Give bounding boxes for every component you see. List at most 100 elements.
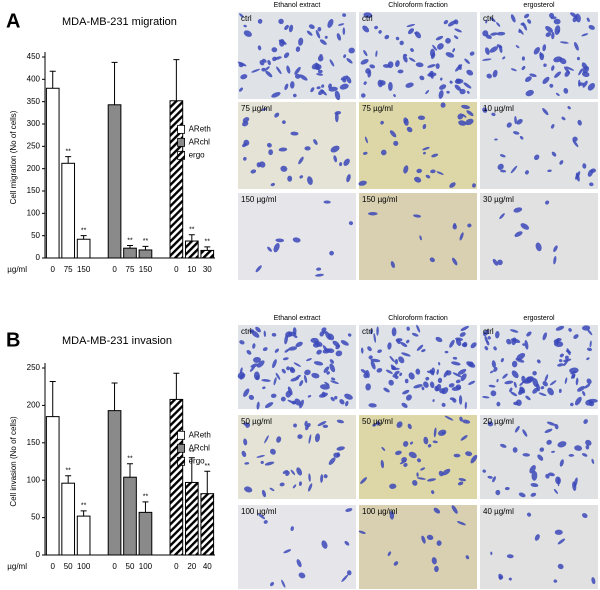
cell bbox=[275, 238, 285, 243]
cell bbox=[452, 372, 462, 378]
y-tick-label: 350 bbox=[27, 97, 41, 106]
cell bbox=[581, 71, 590, 78]
cell bbox=[331, 377, 336, 381]
cell bbox=[263, 520, 268, 524]
cell bbox=[365, 383, 371, 391]
cell bbox=[346, 76, 352, 84]
cell bbox=[449, 80, 453, 84]
cell bbox=[375, 421, 381, 426]
cell bbox=[342, 27, 346, 35]
cell bbox=[466, 110, 474, 117]
cell bbox=[329, 359, 335, 364]
cell bbox=[555, 92, 560, 97]
cell bbox=[514, 425, 520, 433]
cell bbox=[570, 402, 574, 407]
cell bbox=[512, 131, 520, 135]
micrograph-label: 30 µg/ml bbox=[483, 195, 514, 204]
cell bbox=[298, 156, 304, 165]
micrograph: 50 µg/ml bbox=[359, 415, 478, 499]
cell bbox=[268, 149, 274, 156]
cell bbox=[336, 446, 345, 451]
error-bar bbox=[49, 380, 56, 417]
cell bbox=[251, 68, 260, 73]
cell bbox=[395, 450, 402, 456]
cell bbox=[451, 361, 461, 366]
cell bbox=[279, 482, 285, 487]
bar bbox=[76, 515, 91, 556]
cell bbox=[563, 359, 569, 367]
cell bbox=[272, 56, 277, 62]
bar bbox=[169, 100, 184, 259]
cell bbox=[456, 521, 466, 526]
significance-label: ** bbox=[143, 494, 149, 501]
cell bbox=[330, 396, 335, 402]
cell bbox=[368, 211, 378, 216]
cell bbox=[574, 396, 582, 406]
cell bbox=[282, 357, 289, 361]
micrograph-label: ctrl bbox=[241, 14, 252, 23]
cell bbox=[456, 78, 462, 84]
x-tick-label: 100 bbox=[139, 562, 153, 571]
cell bbox=[307, 176, 313, 185]
cell bbox=[567, 106, 571, 110]
micrograph: ctrl bbox=[480, 12, 598, 99]
error-bar bbox=[142, 501, 149, 513]
cell bbox=[513, 381, 517, 388]
cell bbox=[290, 131, 299, 136]
micrograph: 100 µg/ml bbox=[358, 505, 477, 589]
cell bbox=[551, 32, 555, 40]
cell bbox=[416, 477, 426, 480]
cell bbox=[295, 374, 301, 379]
cell bbox=[363, 81, 367, 85]
cell bbox=[281, 579, 286, 588]
cell bbox=[491, 360, 496, 368]
cell bbox=[245, 422, 251, 428]
x-tick-label: 150 bbox=[77, 265, 91, 274]
cell bbox=[319, 384, 330, 390]
y-axis-label: Cell invasion (No of cells) bbox=[9, 416, 18, 507]
significance-label: ** bbox=[143, 238, 149, 245]
cell bbox=[545, 25, 554, 33]
cell bbox=[587, 83, 596, 91]
cell bbox=[516, 353, 526, 360]
cell bbox=[487, 336, 491, 340]
y-tick-label: 150 bbox=[27, 438, 41, 447]
cell bbox=[333, 155, 338, 163]
cell bbox=[295, 46, 301, 52]
cell bbox=[417, 458, 421, 463]
cell bbox=[464, 401, 467, 410]
cell bbox=[426, 478, 437, 482]
cell bbox=[257, 45, 262, 51]
cell bbox=[582, 80, 588, 88]
cell bbox=[506, 338, 512, 345]
legend-swatch bbox=[177, 137, 186, 147]
cell bbox=[553, 255, 557, 265]
cell bbox=[591, 577, 596, 585]
cell bbox=[472, 183, 476, 188]
cell bbox=[452, 356, 458, 360]
column-header: Chloroform fraction bbox=[388, 2, 448, 9]
cell bbox=[496, 378, 499, 383]
cell bbox=[445, 37, 451, 44]
cell bbox=[241, 450, 247, 458]
cell bbox=[239, 87, 243, 92]
error-bar bbox=[127, 463, 133, 478]
micrograph-label: 100 µg/ml bbox=[362, 507, 398, 516]
cell bbox=[468, 380, 476, 386]
cell bbox=[265, 66, 270, 71]
y-tick-label: 50 bbox=[31, 513, 40, 522]
cell bbox=[327, 19, 334, 28]
cell bbox=[409, 441, 414, 445]
legend-label: ARchl bbox=[189, 137, 211, 146]
cell bbox=[362, 25, 370, 33]
cell bbox=[264, 435, 269, 444]
cell bbox=[515, 358, 525, 363]
cell bbox=[422, 146, 430, 151]
cell bbox=[506, 122, 512, 128]
cell bbox=[531, 470, 538, 481]
significance-label: ** bbox=[81, 228, 87, 235]
cell bbox=[380, 459, 385, 469]
cell bbox=[542, 332, 547, 341]
bar bbox=[123, 247, 137, 259]
cell bbox=[544, 374, 549, 382]
